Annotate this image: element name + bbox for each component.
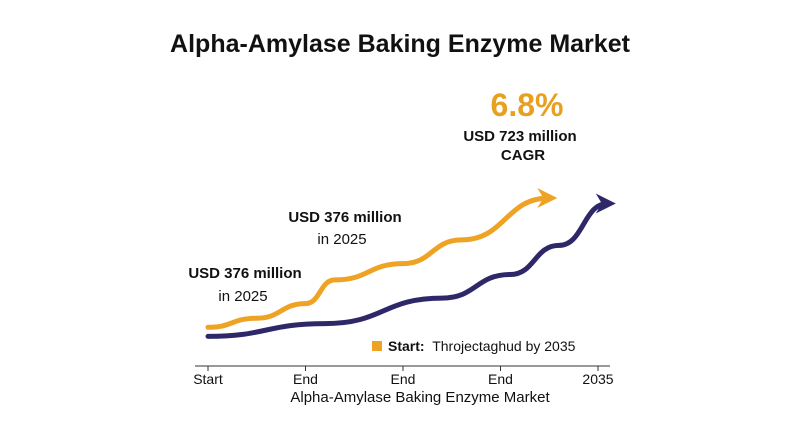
legend-text: Throjectaghud by 2035 xyxy=(432,338,575,354)
series-line-1 xyxy=(205,188,558,330)
x-tick-label: End xyxy=(488,371,513,387)
cagr-value-label: 6.8% xyxy=(491,87,564,123)
legend-prefix: Start: xyxy=(388,338,425,354)
series-line-2 xyxy=(205,193,616,339)
cagr-label: CAGR xyxy=(501,147,545,164)
mid-year-label: in 2025 xyxy=(317,231,366,248)
start-value-label: USD 376 million xyxy=(188,265,301,282)
legend-swatch xyxy=(372,341,382,351)
start-year-label: in 2025 xyxy=(218,288,267,305)
x-tick-label: End xyxy=(293,371,318,387)
x-axis-label: Alpha-Amylase Baking Enzyme Market xyxy=(290,389,550,406)
x-tick-label: End xyxy=(391,371,416,387)
legend-entry: Start: Throjectaghud by 2035 xyxy=(388,338,576,354)
mid-value-label: USD 376 million xyxy=(288,209,401,226)
x-tick-label: 2035 xyxy=(582,371,613,387)
chart-title: Alpha-Amylase Baking Enzyme Market xyxy=(170,30,630,58)
x-tick-label: Start xyxy=(193,371,223,387)
end-value-label: USD 723 million xyxy=(463,128,576,145)
